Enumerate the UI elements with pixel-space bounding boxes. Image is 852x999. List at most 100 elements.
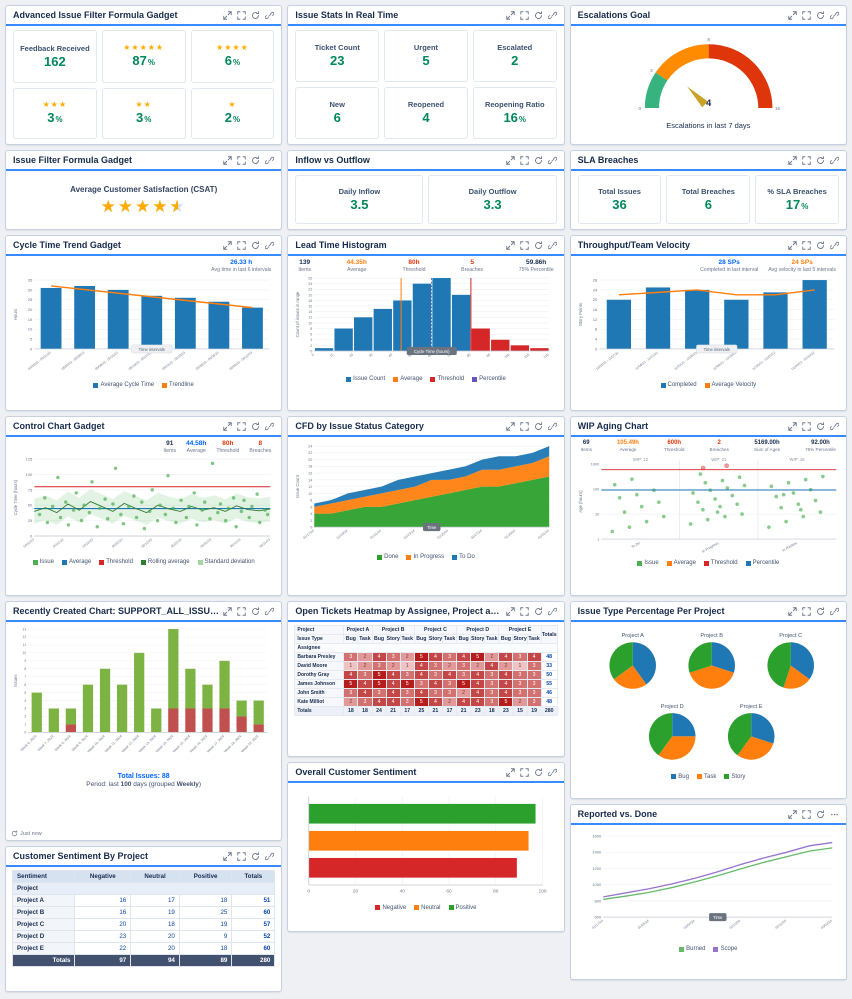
fullscreen-icon[interactable] <box>237 10 247 20</box>
link-icon[interactable] <box>547 607 557 616</box>
link-icon[interactable] <box>265 156 275 165</box>
refresh-icon[interactable] <box>534 767 543 777</box>
resize-icon[interactable] <box>223 606 233 616</box>
refresh-icon[interactable] <box>534 240 543 250</box>
legend-item[interactable]: Threshold <box>703 560 738 566</box>
more-icon[interactable] <box>830 810 839 819</box>
fullscreen-icon[interactable] <box>237 155 247 165</box>
refresh-icon[interactable] <box>534 606 543 616</box>
link-icon[interactable] <box>547 156 557 165</box>
link-icon[interactable] <box>829 11 839 20</box>
fullscreen-icon[interactable] <box>519 240 529 250</box>
resize-icon[interactable] <box>788 606 797 616</box>
fullscreen-icon[interactable] <box>802 606 811 616</box>
legend-item[interactable]: Issue Count <box>346 376 385 382</box>
refresh-icon[interactable] <box>816 155 825 165</box>
legend-item[interactable]: In Progress <box>406 554 444 560</box>
fullscreen-icon[interactable] <box>519 606 529 616</box>
refresh-icon[interactable] <box>11 830 18 837</box>
fullscreen-icon[interactable] <box>802 10 811 20</box>
legend-item[interactable]: Scope <box>713 946 738 952</box>
refresh-icon[interactable] <box>816 10 825 20</box>
link-icon[interactable] <box>547 11 557 20</box>
resize-icon[interactable] <box>223 240 233 250</box>
resize-icon[interactable] <box>788 10 797 20</box>
legend-item[interactable]: Rolling average <box>140 559 190 565</box>
fullscreen-icon[interactable] <box>519 767 529 777</box>
refresh-icon[interactable] <box>534 155 543 165</box>
resize-icon[interactable] <box>223 851 233 861</box>
resize-icon[interactable] <box>788 155 797 165</box>
link-icon[interactable] <box>547 422 557 431</box>
fullscreen-icon[interactable] <box>237 606 247 616</box>
resize-icon[interactable] <box>505 10 515 20</box>
legend-item[interactable]: Story <box>724 774 745 780</box>
legend-item[interactable]: Issue <box>32 559 54 565</box>
legend-item[interactable]: Threshold <box>430 376 464 382</box>
link-icon[interactable] <box>265 607 275 616</box>
fullscreen-icon[interactable] <box>802 421 811 431</box>
refresh-icon[interactable] <box>251 606 260 616</box>
resize-icon[interactable] <box>505 155 515 165</box>
resize-icon[interactable] <box>223 10 233 20</box>
legend-item[interactable]: Bug <box>671 774 689 780</box>
legend-item[interactable]: Negative <box>375 905 406 911</box>
fullscreen-icon[interactable] <box>237 421 247 431</box>
legend-item[interactable]: Average Velocity <box>704 382 756 388</box>
refresh-icon[interactable] <box>534 10 543 20</box>
legend-item[interactable]: Average <box>393 376 422 382</box>
link-icon[interactable] <box>265 422 275 431</box>
legend-item[interactable]: To Do <box>452 554 475 560</box>
link-icon[interactable] <box>265 852 275 861</box>
resize-icon[interactable] <box>788 240 797 250</box>
link-icon[interactable] <box>265 241 275 250</box>
refresh-icon[interactable] <box>251 851 260 861</box>
total-issues-link[interactable]: Total Issues: 88 <box>117 772 170 780</box>
link-icon[interactable] <box>829 422 839 431</box>
legend-item[interactable]: Neutral <box>414 905 441 911</box>
link-icon[interactable] <box>547 768 557 777</box>
link-icon[interactable] <box>547 241 557 250</box>
legend-item[interactable]: Trendline <box>162 382 194 388</box>
legend-item[interactable]: Completed <box>660 382 697 388</box>
legend-item[interactable]: Threshold <box>99 559 133 565</box>
legend-item[interactable]: Percentile <box>745 560 779 566</box>
refresh-icon[interactable] <box>251 155 260 165</box>
legend-item[interactable]: Standard deviation <box>197 559 255 565</box>
link-icon[interactable] <box>829 241 839 250</box>
resize-icon[interactable] <box>505 421 515 431</box>
fullscreen-icon[interactable] <box>519 155 529 165</box>
fullscreen-icon[interactable] <box>519 10 529 20</box>
legend-item[interactable]: Positive <box>448 905 477 911</box>
legend-item[interactable]: Issue <box>637 560 659 566</box>
link-icon[interactable] <box>829 607 839 616</box>
refresh-icon[interactable] <box>251 421 260 431</box>
legend-item[interactable]: Percentile <box>472 376 506 382</box>
resize-icon[interactable] <box>505 240 515 250</box>
resize-icon[interactable] <box>223 155 233 165</box>
link-icon[interactable] <box>829 156 839 165</box>
refresh-icon[interactable] <box>251 10 260 20</box>
fullscreen-icon[interactable] <box>802 240 811 250</box>
legend-item[interactable]: Done <box>377 554 398 560</box>
fullscreen-icon[interactable] <box>237 851 247 861</box>
legend-item[interactable]: Task <box>696 774 716 780</box>
legend-item[interactable]: Average <box>666 560 696 566</box>
fullscreen-icon[interactable] <box>802 809 811 819</box>
refresh-icon[interactable] <box>534 421 543 431</box>
refresh-icon[interactable] <box>816 240 825 250</box>
resize-icon[interactable] <box>223 421 233 431</box>
legend-item[interactable]: Burned <box>679 946 705 952</box>
legend-item[interactable]: Average <box>61 559 91 565</box>
resize-icon[interactable] <box>788 809 797 819</box>
refresh-icon[interactable] <box>816 606 825 616</box>
link-icon[interactable] <box>265 11 275 20</box>
resize-icon[interactable] <box>788 421 797 431</box>
legend-item[interactable]: Average Cycle Time <box>93 382 154 388</box>
refresh-icon[interactable] <box>251 240 260 250</box>
refresh-icon[interactable] <box>816 421 825 431</box>
fullscreen-icon[interactable] <box>519 421 529 431</box>
fullscreen-icon[interactable] <box>802 155 811 165</box>
refresh-icon[interactable] <box>816 809 825 819</box>
resize-icon[interactable] <box>505 767 515 777</box>
